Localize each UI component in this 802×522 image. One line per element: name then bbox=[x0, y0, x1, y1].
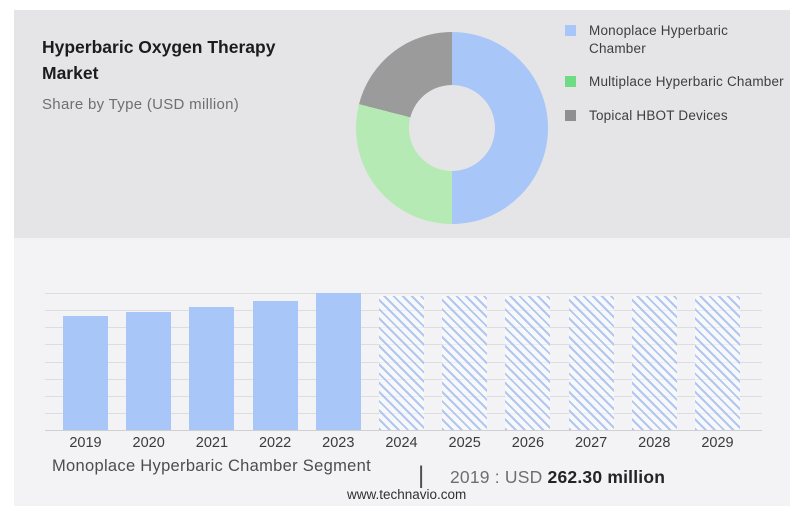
legend-label: Topical HBOT Devices bbox=[589, 107, 728, 123]
gridline bbox=[45, 293, 762, 294]
bar-2028-forecast bbox=[631, 296, 677, 430]
legend-item-0: Monoplace Hyperbaric Chamber bbox=[565, 22, 785, 57]
legend-label: Multiplace Hyperbaric Chamber bbox=[589, 74, 784, 90]
x-axis-label-2019: 2019 bbox=[69, 435, 102, 451]
value-highlight-prefix: 2019 : USD bbox=[450, 467, 543, 487]
x-axis-label-2025: 2025 bbox=[448, 435, 481, 451]
x-axis-label-2023: 2023 bbox=[322, 435, 355, 451]
legend-label: Monoplace Hyperbaric Chamber bbox=[589, 23, 729, 56]
page-title: Hyperbaric Oxygen Therapy Market bbox=[42, 37, 276, 84]
website-watermark: www.technavio.com bbox=[347, 487, 467, 502]
x-axis-label-2029: 2029 bbox=[701, 435, 734, 451]
legend-item-2: Topical HBOT Devices bbox=[565, 107, 785, 125]
x-axis-label-2028: 2028 bbox=[638, 435, 671, 451]
donut-hole bbox=[409, 85, 495, 171]
pie-chart-panel: Hyperbaric Oxygen Therapy Market Share b… bbox=[14, 10, 790, 238]
segment-label: Monoplace Hyperbaric Chamber Segment bbox=[52, 457, 371, 475]
value-highlight-amount: 262.30 million bbox=[547, 467, 666, 487]
legend-swatch-icon bbox=[565, 76, 576, 88]
footer-separator: | bbox=[418, 462, 425, 489]
bar-2020 bbox=[126, 312, 172, 430]
value-highlight: 2019 : USD 262.30 million bbox=[450, 467, 665, 488]
bar-2026-forecast bbox=[505, 296, 551, 430]
bar-2021 bbox=[189, 306, 235, 430]
x-axis-label-2026: 2026 bbox=[511, 435, 545, 451]
x-axis-label-2024: 2024 bbox=[385, 435, 418, 451]
x-axis-label-2022: 2022 bbox=[258, 435, 292, 451]
bar-chart-panel: 2019 2020 2021 2022 2023 2024 2025 2026 2027 2028… bbox=[14, 238, 790, 506]
bar-2029-forecast bbox=[695, 296, 740, 430]
bar-2023 bbox=[315, 293, 361, 430]
pie-legend: Monoplace Hyperbaric Chamber Multiplace H… bbox=[565, 22, 785, 124]
bar-2024-forecast bbox=[379, 296, 424, 430]
legend-swatch-icon bbox=[565, 25, 576, 36]
bar-2022 bbox=[252, 300, 298, 430]
x-axis-label-2021: 2021 bbox=[195, 435, 229, 451]
donut-chart bbox=[356, 32, 548, 224]
gridline bbox=[45, 430, 762, 431]
bar-2027-forecast bbox=[568, 296, 614, 430]
bar-2019 bbox=[63, 316, 108, 430]
legend-swatch-icon bbox=[565, 109, 576, 121]
title-block: Hyperbaric Oxygen Therapy Market Share b… bbox=[42, 34, 342, 113]
legend-item-1: Multiplace Hyperbaric Chamber bbox=[565, 73, 785, 91]
page-subtitle: Share by Type (USD million) bbox=[42, 95, 240, 113]
bar-2025-forecast bbox=[442, 296, 488, 430]
x-axis-label-2020: 2020 bbox=[132, 435, 165, 451]
bar-chart: 2019 2020 2021 2022 2023 2024 2025 2026 2027 2028… bbox=[45, 293, 762, 451]
x-axis-label-2027: 2027 bbox=[574, 435, 608, 451]
